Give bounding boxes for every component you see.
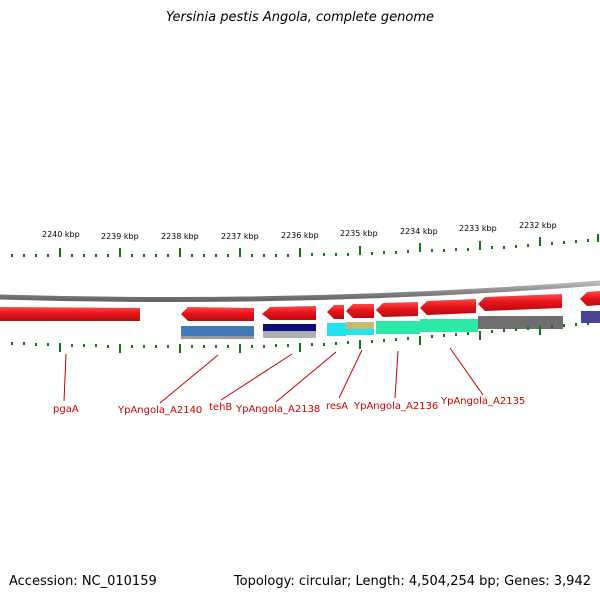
gene-label-resA[interactable]: resA <box>326 401 348 412</box>
ruler-label: 2239 kbp <box>101 232 139 241</box>
feature-block <box>181 336 254 339</box>
leader-line <box>338 349 363 399</box>
feature-block <box>181 326 254 337</box>
feature-block <box>581 311 600 323</box>
map-title: Yersinia pestis Angola, complete genome <box>166 10 434 25</box>
annotation-blocks <box>181 311 600 339</box>
leader-line <box>63 353 67 402</box>
feature-block <box>263 331 316 338</box>
leader-line <box>449 347 484 396</box>
gene-label-YpAngola-A2135[interactable]: YpAngola_A2135 <box>440 396 525 407</box>
leader-line <box>220 353 293 401</box>
ruler-label: 2237 kbp <box>221 232 259 241</box>
genome-summary-text: Topology: circular; Length: 4,504,254 bp… <box>233 574 591 589</box>
ruler-label: 2235 kbp <box>340 229 378 238</box>
gene-label-YpAngola-A2136[interactable]: YpAngola_A2136 <box>353 401 438 412</box>
upper-tick-ruler <box>11 234 599 257</box>
ruler-label: 2232 kbp <box>519 221 557 230</box>
gene-arrow[interactable] <box>262 306 316 320</box>
leader-line <box>275 351 337 403</box>
gene-arrow[interactable] <box>327 305 344 319</box>
ruler-label: 2240 kbp <box>42 230 80 239</box>
lower-tick-ruler <box>11 322 589 353</box>
gene-label-YpAngola-A2140[interactable]: YpAngola_A2140 <box>117 405 202 416</box>
feature-block <box>263 324 316 332</box>
gene-labels: pgaA YpAngola_A2140 tehB YpAngola_A2138 … <box>53 396 525 416</box>
forward-strand-genes <box>0 291 600 321</box>
ruler-label: 2238 kbp <box>161 232 199 241</box>
feature-block <box>420 319 478 332</box>
ruler-labels: 2240 kbp 2239 kbp 2238 kbp 2237 kbp 2236… <box>42 221 557 241</box>
label-leader-lines <box>63 347 484 404</box>
genome-backbone <box>0 280 600 303</box>
ruler-label: 2236 kbp <box>281 231 319 240</box>
gene-arrow[interactable] <box>478 294 562 311</box>
accession-text: Accession: NC_010159 <box>9 574 157 589</box>
gene-arrow[interactable] <box>0 307 140 321</box>
feature-block <box>327 323 346 336</box>
gene-arrow[interactable] <box>376 302 418 317</box>
gene-arrow[interactable] <box>346 304 374 318</box>
gene-arrow[interactable] <box>181 307 254 321</box>
leader-line <box>394 350 399 399</box>
feature-block <box>376 321 420 334</box>
gene-label-pgaA[interactable]: pgaA <box>53 404 79 415</box>
leader-line <box>159 354 219 404</box>
gene-label-YpAngola-A2138[interactable]: YpAngola_A2138 <box>235 404 320 415</box>
feature-block <box>346 322 374 329</box>
ruler-label: 2234 kbp <box>400 227 438 236</box>
ruler-label: 2233 kbp <box>459 224 497 233</box>
gene-arrow[interactable] <box>580 291 600 306</box>
gene-arrow[interactable] <box>420 299 476 315</box>
feature-block <box>346 329 374 335</box>
feature-block <box>478 316 563 329</box>
gene-label-tehB[interactable]: tehB <box>209 402 232 413</box>
